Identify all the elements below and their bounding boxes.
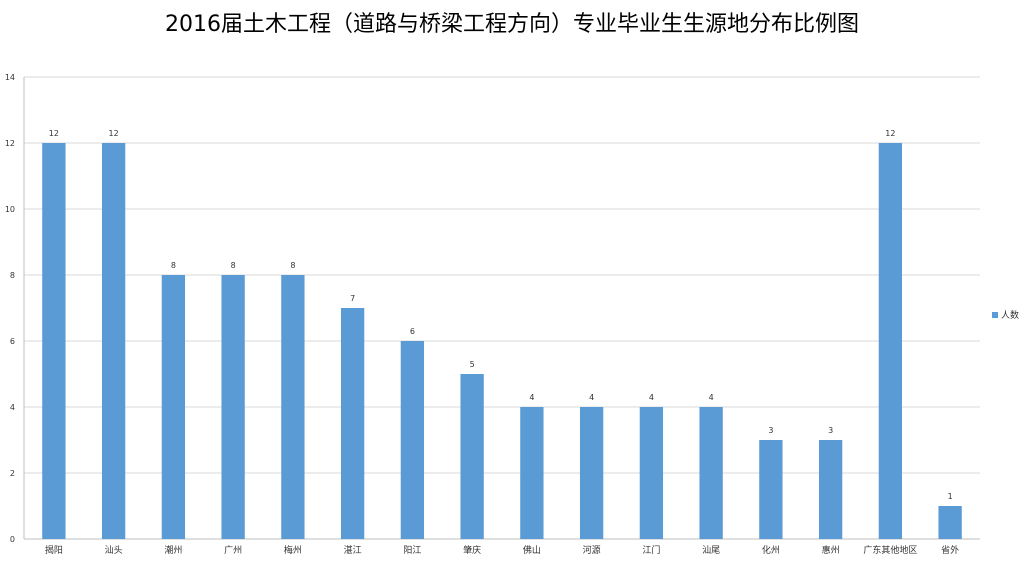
data-label: 4 xyxy=(589,393,594,402)
bar xyxy=(818,440,843,539)
x-tick-label: 揭阳 xyxy=(45,544,63,556)
y-tick-label: 8 xyxy=(10,271,15,280)
data-label: 12 xyxy=(109,129,119,138)
y-tick-label: 10 xyxy=(5,205,15,214)
x-tick-label: 惠州 xyxy=(822,544,840,556)
data-label: 3 xyxy=(828,426,833,435)
bar xyxy=(101,143,126,539)
y-tick-label: 12 xyxy=(5,139,15,148)
bar xyxy=(759,440,783,539)
x-tick-label: 肇庆 xyxy=(463,544,481,556)
x-tick-label: 汕尾 xyxy=(702,545,720,556)
x-tick-label: 潮州 xyxy=(164,544,182,556)
data-label: 4 xyxy=(709,393,714,402)
data-label: 3 xyxy=(768,426,773,435)
x-tick-label: 江门 xyxy=(642,544,660,556)
bar xyxy=(400,341,425,539)
data-label: 1 xyxy=(948,492,953,501)
data-label: 8 xyxy=(231,261,236,270)
x-tick-label: 湛江 xyxy=(344,545,362,556)
x-tick-label: 化州 xyxy=(762,544,780,556)
bar xyxy=(938,506,962,539)
y-tick-label: 4 xyxy=(10,403,15,412)
x-tick-label: 汕头 xyxy=(105,545,123,556)
chart-title: 2016届土木工程（道路与桥梁工程方向）专业毕业生生源地分布比例图 xyxy=(165,12,859,37)
bar xyxy=(699,407,723,539)
bar xyxy=(460,374,484,539)
data-label: 8 xyxy=(171,261,176,270)
bar xyxy=(579,407,604,539)
x-tick-label: 阳江 xyxy=(403,545,421,556)
data-label: 12 xyxy=(49,129,59,138)
x-tick-label: 河源 xyxy=(583,544,601,556)
x-tick-label: 佛山 xyxy=(523,544,541,556)
data-label: 12 xyxy=(885,129,895,138)
data-label: 5 xyxy=(470,360,475,369)
bar xyxy=(340,308,365,539)
legend-swatch xyxy=(992,311,998,318)
data-label: 4 xyxy=(649,393,654,402)
data-label: 6 xyxy=(410,327,415,336)
y-tick-label: 14 xyxy=(5,73,15,82)
legend-label: 人数 xyxy=(1001,311,1020,321)
x-tick-label: 梅州 xyxy=(284,544,302,556)
x-tick-label: 广东其他地区 xyxy=(863,544,917,556)
data-label: 7 xyxy=(350,294,355,303)
x-tick-label: 省外 xyxy=(941,544,959,556)
bar xyxy=(878,143,903,539)
bar xyxy=(221,275,245,539)
data-label: 4 xyxy=(529,393,534,402)
data-label: 8 xyxy=(290,261,295,270)
bar xyxy=(281,275,305,539)
bar xyxy=(639,407,664,539)
y-tick-label: 0 xyxy=(10,535,15,544)
bar xyxy=(161,275,186,539)
y-tick-label: 2 xyxy=(10,469,15,478)
bar xyxy=(520,407,544,539)
bar xyxy=(42,143,66,539)
x-tick-label: 广州 xyxy=(224,544,242,556)
legend: 人数 xyxy=(992,308,1019,321)
y-tick-label: 6 xyxy=(10,337,15,346)
